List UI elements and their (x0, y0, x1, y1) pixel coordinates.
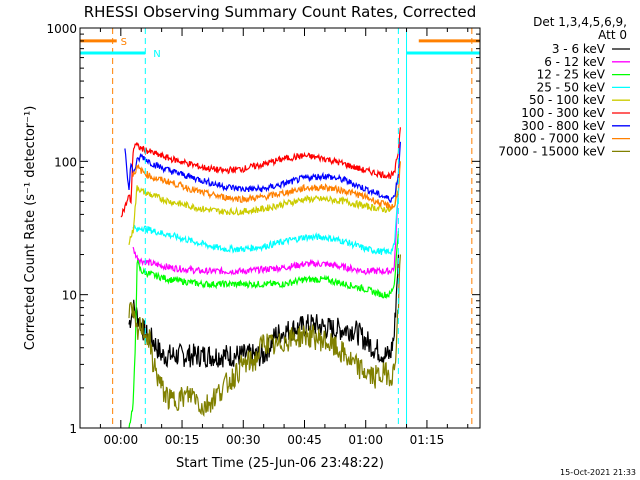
y-tick-label: 1 (69, 422, 77, 436)
generation-timestamp: 15-Oct-2021 21:33 (560, 468, 636, 477)
series-line (128, 174, 399, 246)
plot-frame (79, 27, 481, 429)
x-tick-label: 00:45 (287, 433, 322, 447)
series-line (124, 141, 401, 203)
legend-header-line-2: Att 0 (598, 28, 627, 42)
legend-entry-label: 7000 - 15000 keV (498, 144, 605, 158)
series-line (128, 254, 399, 369)
overlay-label: N (153, 49, 160, 60)
series-line (132, 190, 399, 276)
series-line (120, 127, 401, 218)
y-axis-label: Corrected Count Rate (s⁻¹ detector⁻¹) (23, 106, 38, 351)
y-axis: 1 10 100 1000 (46, 22, 480, 436)
legend-entry-label: 12 - 25 keV (537, 68, 606, 82)
x-tick-label: 01:15 (410, 433, 445, 447)
legend-entry-label: 25 - 50 keV (537, 80, 606, 94)
x-tick-label: 00:15 (165, 433, 200, 447)
legend-entry-label: 3 - 6 keV (552, 42, 606, 56)
series-layer (120, 127, 401, 429)
y-tick-label: 1000 (46, 22, 77, 36)
overlay-label: S (121, 37, 127, 48)
legend-entry-label: 6 - 12 keV (544, 55, 606, 69)
x-axis-label: Start Time (25-Jun-06 23:48:22) (176, 456, 384, 471)
x-axis: 00:00 00:15 00:30 00:45 01:00 01:15 (99, 28, 469, 447)
x-tick-label: 00:30 (226, 433, 261, 447)
series-line (132, 161, 401, 212)
x-tick-label: 01:00 (348, 433, 383, 447)
y-tick-label: 10 (62, 289, 77, 303)
legend-entry-label: 800 - 7000 keV (514, 132, 606, 146)
legend-entry-label: 300 - 800 keV (521, 119, 605, 133)
legend-entry-label: 50 - 100 keV (529, 93, 606, 107)
series-line (128, 231, 399, 429)
x-tick-label: 00:00 (104, 433, 139, 447)
legend-header-line-1: Det 1,3,4,5,6,9, (533, 15, 627, 29)
chart-title: RHESSI Observing Summary Count Rates, Co… (84, 3, 477, 21)
y-tick-label: 100 (54, 155, 77, 169)
series-line (132, 190, 399, 256)
overlay-layer: SN (79, 28, 480, 428)
legend-entry-label: 100 - 300 keV (521, 106, 605, 120)
series-line (128, 254, 401, 417)
